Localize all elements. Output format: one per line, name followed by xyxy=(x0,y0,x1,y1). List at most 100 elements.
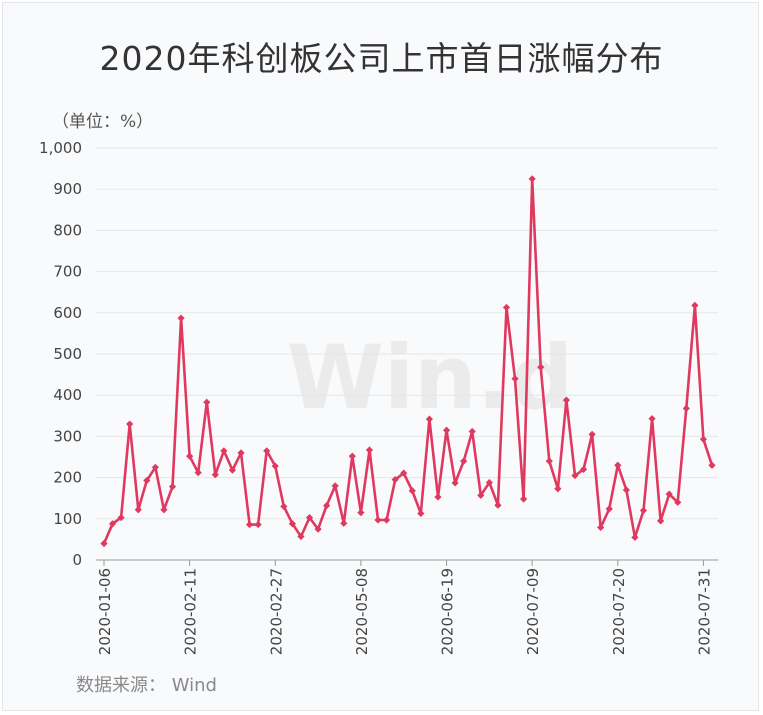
data-point xyxy=(425,415,434,423)
series-group xyxy=(100,175,716,548)
data-point xyxy=(571,471,579,480)
data-point xyxy=(263,447,271,455)
data-point xyxy=(554,485,562,493)
data-point xyxy=(151,463,159,471)
data-point xyxy=(545,457,553,465)
y-tick-label: 900 xyxy=(53,180,82,198)
y-axis-ticks: 0 100 200 300 400 500 600 700 800 900 1,000 xyxy=(39,139,82,569)
data-point xyxy=(699,435,708,443)
x-tick-label: 2020-02-11 xyxy=(182,568,200,655)
x-tick-label: 2020-01-06 xyxy=(96,568,114,655)
data-point xyxy=(434,493,442,501)
data-point xyxy=(314,525,322,533)
data-point xyxy=(203,398,211,406)
data-point xyxy=(245,520,254,529)
data-point xyxy=(400,469,408,477)
y-tick-label: 300 xyxy=(53,427,82,445)
data-point xyxy=(126,420,134,428)
data-point xyxy=(468,427,476,436)
data-point xyxy=(502,303,511,312)
data-point xyxy=(211,471,219,479)
data-point xyxy=(331,482,339,490)
series-line xyxy=(102,177,714,545)
data-point xyxy=(357,509,365,517)
data-point xyxy=(597,523,605,532)
data-point xyxy=(374,516,382,524)
data-point xyxy=(134,506,142,514)
data-point xyxy=(391,476,399,484)
x-axis: 2020-01-06 2020-02-11 2020-02-27 2020-05-08… xyxy=(96,560,713,655)
data-point xyxy=(691,301,699,309)
y-tick-label: 200 xyxy=(53,469,82,487)
data-point xyxy=(451,479,459,487)
data-point xyxy=(485,478,493,487)
data-point xyxy=(297,532,305,541)
data-point xyxy=(708,461,716,469)
y-tick-label: 0 xyxy=(72,551,82,569)
data-point xyxy=(460,457,468,465)
x-tick-label: 2020-06-19 xyxy=(439,568,457,655)
data-point xyxy=(648,415,656,423)
data-point xyxy=(494,501,502,509)
data-point xyxy=(288,520,296,528)
data-point xyxy=(674,498,682,506)
data-point xyxy=(588,430,596,438)
x-tick-label: 2020-07-09 xyxy=(524,568,542,655)
y-tick-label: 400 xyxy=(53,386,82,404)
data-point xyxy=(348,452,356,460)
data-point xyxy=(280,502,288,511)
data-point xyxy=(194,469,202,477)
data-point xyxy=(511,375,519,383)
y-tick-label: 1,000 xyxy=(39,139,82,157)
data-point xyxy=(143,476,151,485)
data-point xyxy=(631,533,639,541)
data-point xyxy=(177,314,185,322)
grid-lines xyxy=(96,147,718,561)
x-tick-label: 2020-02-27 xyxy=(267,568,285,655)
data-point xyxy=(365,446,374,454)
data-point xyxy=(254,520,262,529)
data-point xyxy=(417,509,425,518)
data-point xyxy=(186,452,194,460)
y-axis-unit-label: （单位：%） xyxy=(52,112,154,132)
source-note: 数据来源： Wind xyxy=(76,675,217,696)
data-point xyxy=(442,426,451,434)
data-point xyxy=(160,506,168,514)
data-point xyxy=(220,447,228,455)
data-point xyxy=(657,517,665,525)
y-tick-label: 500 xyxy=(53,345,82,363)
y-tick-label: 700 xyxy=(53,263,82,281)
data-point xyxy=(323,502,331,510)
data-point xyxy=(605,505,613,513)
data-point xyxy=(237,449,245,457)
data-point xyxy=(382,516,391,524)
data-point xyxy=(622,486,630,494)
y-tick-label: 600 xyxy=(53,304,82,322)
y-tick-label: 800 xyxy=(53,221,82,239)
chart-title: 2020年科创板公司上市首日涨幅分布 xyxy=(99,39,664,78)
data-point xyxy=(520,495,528,503)
data-point xyxy=(537,363,545,371)
data-point xyxy=(682,404,690,412)
data-point xyxy=(228,466,237,474)
data-point xyxy=(100,539,108,548)
x-tick-label: 2020-07-20 xyxy=(610,568,628,655)
data-point xyxy=(108,520,117,528)
data-point xyxy=(562,396,571,404)
data-point xyxy=(579,465,588,473)
data-point xyxy=(477,491,485,499)
data-point xyxy=(305,513,314,522)
data-point xyxy=(408,487,416,495)
x-tick-label: 2020-07-31 xyxy=(695,568,713,655)
data-point xyxy=(639,506,648,515)
data-point xyxy=(117,513,125,522)
watermark: Win.d xyxy=(287,326,573,429)
data-point xyxy=(614,461,622,469)
data-point xyxy=(168,483,177,491)
y-tick-label: 100 xyxy=(53,510,82,528)
data-point xyxy=(340,519,348,527)
data-point xyxy=(271,462,279,470)
x-tick-label: 2020-05-08 xyxy=(353,568,371,655)
